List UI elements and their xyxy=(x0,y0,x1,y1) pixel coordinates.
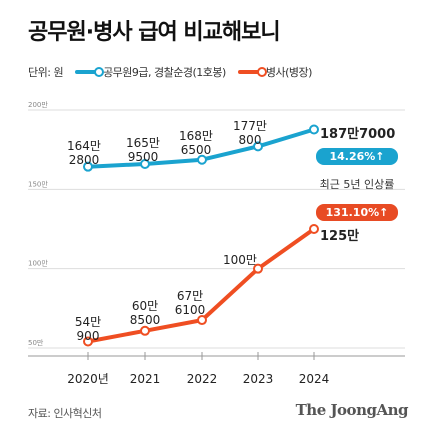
x-tick-label: 2021 xyxy=(130,372,161,386)
legend-soldier-label: 병사(병장) xyxy=(265,66,313,79)
x-tick-label: 2023 xyxy=(243,372,274,386)
civil-increase-badge-label: 14.26%↑ xyxy=(329,150,384,163)
soldier-data-label: 100만 xyxy=(223,253,257,267)
legend-civil-label: 공무원9급, 경찰순경(1호봉) xyxy=(103,66,226,79)
civil-data-label: 165만 xyxy=(126,136,160,150)
civil-data-label: 9500 xyxy=(128,150,159,164)
civil-data-point xyxy=(309,124,319,135)
soldier-data-point xyxy=(83,336,93,347)
civil-data-label: 6500 xyxy=(181,143,212,157)
legend-civil-swatch xyxy=(75,67,105,77)
soldier-data-label: 900 xyxy=(77,329,100,343)
x-tick-label: 2024 xyxy=(299,372,330,386)
soldier-data-label: 8500 xyxy=(130,313,161,327)
legend: 단위: 원 공무원9급, 경찰순경(1호봉) 병사(병장) xyxy=(28,64,312,80)
civil-data-point xyxy=(83,161,93,172)
y-tick-label: 200만 xyxy=(28,100,48,109)
soldier-data-label: 67만 xyxy=(177,289,203,303)
soldier-data-point xyxy=(309,224,319,234)
civil-data-label: 168만 xyxy=(179,129,213,143)
civil-data-label: 800 xyxy=(239,133,262,147)
civil-data-label: 177만 xyxy=(233,119,267,133)
brand-logo: The JoongAng xyxy=(295,401,409,419)
civil-data-label: 2800 xyxy=(69,153,100,167)
y-tick-label: 100만 xyxy=(28,259,48,268)
soldier-data-label: 54만 xyxy=(75,315,101,329)
civil-data-point xyxy=(253,141,263,152)
source-note: 자료: 인사혁신처 xyxy=(28,407,102,420)
y-tick-label: 150만 xyxy=(28,179,48,188)
legend-soldier-swatch xyxy=(237,67,267,77)
unit-label: 단위: 원 xyxy=(28,66,64,79)
y-tick-label: 50만 xyxy=(28,338,44,347)
soldier-data-point xyxy=(197,315,207,326)
x-tick-label: 2022 xyxy=(187,372,218,386)
civil-increase-badge xyxy=(316,148,398,165)
soldier-data-point xyxy=(140,325,150,336)
soldier-data-label: 125만 xyxy=(320,228,359,244)
civil-data-point xyxy=(197,154,207,165)
chart-title: 공무원·병사 급여 비교해보니 xyxy=(28,20,281,45)
soldier-data-label: 60만 xyxy=(132,299,158,313)
x-tick-label: 2020년 xyxy=(67,372,109,386)
increase-caption: 최근 5년 인상률 xyxy=(320,178,395,191)
soldier-increase-badge-label: 131.10%↑ xyxy=(326,206,389,219)
civil-data-label: 187만7000 xyxy=(320,126,395,142)
soldier-increase-badge xyxy=(316,204,398,221)
civil-data-label: 164만 xyxy=(67,139,101,153)
civil-data-point xyxy=(140,159,150,170)
soldier-data-point xyxy=(253,263,263,274)
soldier-data-label: 6100 xyxy=(175,303,206,317)
